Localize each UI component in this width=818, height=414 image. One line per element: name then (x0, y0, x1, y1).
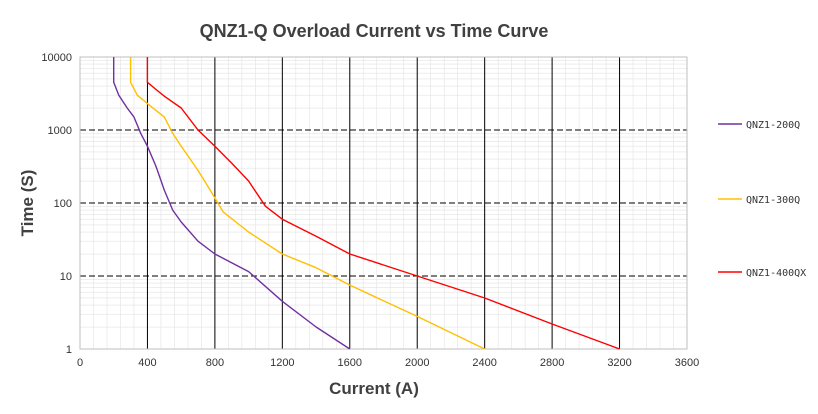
y-tick-label: 1000 (48, 125, 72, 137)
x-tick-label: 400 (138, 357, 156, 369)
x-tick-label: 3600 (675, 357, 699, 369)
chart-title: QNZ1-Q Overload Current vs Time Curve (200, 21, 549, 41)
x-tick-label: 800 (206, 357, 224, 369)
major-grid (79, 56, 688, 350)
y-axis-ticks: 1 10 100 1000 10000 (41, 52, 72, 356)
x-tick-label: 2400 (472, 357, 496, 369)
legend-label: QNZ1-400QX (746, 268, 806, 279)
x-tick-label: 2800 (540, 357, 564, 369)
x-tick-label: 2000 (405, 357, 429, 369)
series-line (129, 57, 486, 350)
series-line (113, 57, 351, 350)
x-tick-label: 1200 (270, 357, 294, 369)
plot-border (79, 56, 688, 350)
y-tick-label: 10 (60, 271, 72, 283)
y-tick-label: 10000 (41, 52, 72, 64)
x-axis-title: Current (A) (329, 379, 419, 398)
series-layer (113, 57, 620, 350)
legend-label: QNZ1-200Q (746, 120, 800, 131)
x-tick-label: 1600 (338, 357, 362, 369)
x-tick-label: 0 (77, 357, 83, 369)
minor-grid (80, 57, 687, 349)
legend: QNZ1-200Q QNZ1-300Q QNZ1-400QX (718, 120, 806, 279)
series-line (146, 57, 620, 350)
y-tick-label: 100 (54, 198, 72, 210)
legend-label: QNZ1-300Q (746, 195, 800, 206)
x-axis-ticks: 0 400 800 1200 1600 2000 2400 2800 3200 3600 (77, 357, 699, 369)
y-axis-title: Time (S) (18, 170, 37, 237)
x-tick-label: 3200 (607, 357, 631, 369)
y-tick-label: 1 (66, 344, 72, 356)
